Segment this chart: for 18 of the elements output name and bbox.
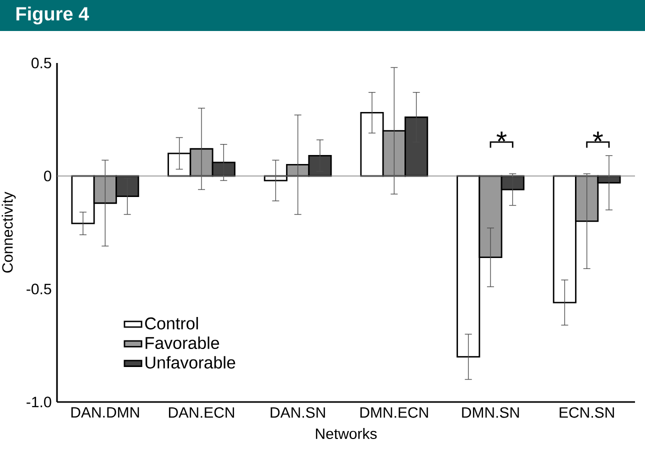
annotation: *: [496, 132, 507, 142]
y-axis-title: Connectivity: [2, 192, 16, 273]
legend-label: Favorable: [146, 336, 220, 350]
legend-label: Unfavorable: [146, 356, 236, 369]
y-tick-label: 0: [44, 170, 52, 182]
x-tick-label: ECN.SN: [560, 407, 614, 418]
x-tick-label: DMN.SN: [462, 407, 519, 418]
y-tick-label: 0.5: [32, 58, 52, 68]
chart-title: Figure 4: [16, 6, 89, 24]
x-tick-label: DAN.ECN: [168, 407, 234, 418]
x-tick-label: DAN.DMN: [71, 407, 139, 418]
x-tick-label: DAN.SN: [270, 407, 325, 418]
y-tick-label: -1.0: [26, 396, 52, 408]
x-tick-label: DMN.ECN: [360, 407, 428, 418]
legend-label: Control: [145, 316, 198, 330]
x-axis-title: Networks: [316, 428, 377, 440]
y-tick-label: -0.5: [26, 284, 52, 294]
annotation: *: [592, 132, 603, 142]
